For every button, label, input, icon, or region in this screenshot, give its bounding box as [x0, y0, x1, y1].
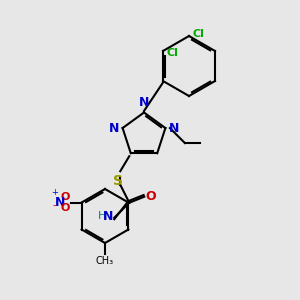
Text: N: N [139, 96, 149, 109]
Text: O: O [146, 190, 156, 203]
Text: Cl: Cl [193, 29, 205, 40]
Text: N: N [109, 122, 119, 134]
Text: -: - [52, 200, 57, 211]
Text: H: H [98, 211, 106, 221]
Text: N: N [55, 196, 65, 209]
Text: N: N [102, 210, 113, 223]
Text: N: N [169, 122, 179, 134]
Text: CH₃: CH₃ [96, 256, 114, 266]
Text: O: O [60, 203, 70, 213]
Text: Cl: Cl [167, 47, 178, 58]
Text: S: S [113, 174, 123, 188]
Text: +: + [51, 188, 58, 197]
Text: O: O [60, 192, 70, 202]
